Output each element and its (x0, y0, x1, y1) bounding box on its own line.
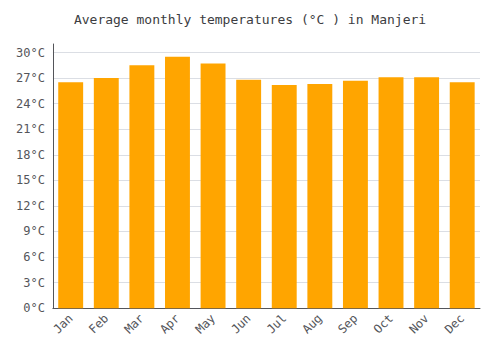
svg-text:18°C: 18°C (16, 148, 45, 162)
svg-text:21°C: 21°C (16, 122, 45, 136)
svg-text:24°C: 24°C (16, 97, 45, 111)
svg-text:Sep: Sep (335, 311, 360, 336)
svg-text:Jun: Jun (228, 311, 253, 336)
svg-text:Aug: Aug (300, 311, 325, 336)
svg-text:Average monthly temperatures (: Average monthly temperatures (°C ) in Ma… (74, 12, 426, 27)
svg-text:0°C: 0°C (23, 301, 45, 315)
svg-text:27°C: 27°C (16, 71, 45, 85)
svg-text:Oct: Oct (371, 311, 396, 336)
svg-text:30°C: 30°C (16, 46, 45, 60)
svg-text:12°C: 12°C (16, 199, 45, 213)
svg-text:15°C: 15°C (16, 173, 45, 187)
svg-text:Nov: Nov (406, 311, 431, 336)
svg-text:Jan: Jan (50, 311, 75, 336)
svg-text:9°C: 9°C (23, 224, 45, 238)
svg-text:Jul: Jul (264, 311, 289, 336)
svg-text:Feb: Feb (86, 311, 111, 336)
svg-text:Mar: Mar (122, 311, 147, 336)
svg-text:May: May (193, 311, 218, 336)
svg-text:3°C: 3°C (23, 276, 45, 290)
svg-text:Dec: Dec (442, 311, 467, 336)
svg-text:6°C: 6°C (23, 250, 45, 264)
svg-text:Apr: Apr (157, 311, 182, 336)
